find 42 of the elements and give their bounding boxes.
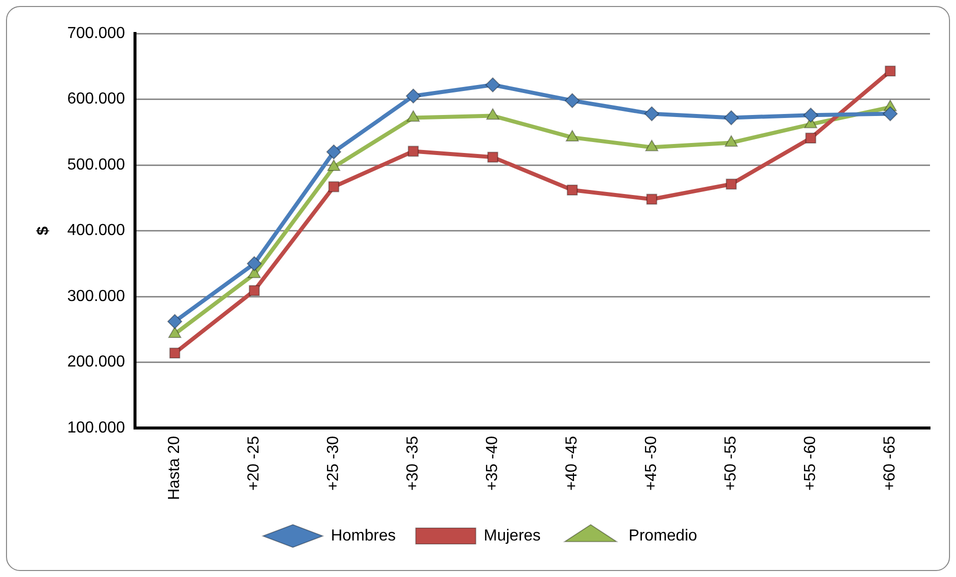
y-tick-label: 700.000	[67, 25, 126, 42]
point	[884, 66, 896, 77]
legend-label: Promedio	[628, 527, 698, 544]
point	[485, 77, 500, 92]
y-tick-label: 400.000	[67, 222, 126, 240]
point	[882, 106, 898, 122]
y-tick-label: 200.000	[67, 354, 126, 371]
point	[248, 285, 260, 296]
point	[646, 194, 658, 205]
x-tick-label: +30 -35	[404, 436, 422, 491]
point	[724, 110, 739, 126]
point	[246, 256, 262, 272]
point	[326, 144, 342, 160]
y-tick-label: 100.000	[67, 419, 126, 436]
point	[408, 146, 419, 157]
point	[566, 184, 578, 196]
x-tick-label: +40 -45	[564, 436, 581, 491]
point	[644, 106, 660, 122]
x-tick-label: +55 -60	[802, 436, 820, 491]
x-tick-label: +60 -65	[882, 436, 899, 491]
point	[805, 132, 816, 144]
y-axis-title: $	[35, 226, 52, 236]
point	[487, 152, 498, 163]
point	[169, 348, 180, 358]
x-tick-label: +20 -25	[246, 436, 263, 491]
point	[327, 160, 340, 172]
x-tick-label: +50 -55	[722, 436, 740, 491]
x-tick-label: +45 -50	[643, 436, 660, 491]
point	[328, 181, 340, 192]
point	[564, 93, 580, 108]
x-tick-label: Hasta 20	[166, 436, 184, 500]
point	[726, 178, 737, 190]
point	[167, 314, 182, 329]
y-tick-label: 500.000	[67, 156, 126, 174]
x-tick-label: +25 -30	[325, 436, 342, 491]
y-tick-label: 600.000	[67, 90, 126, 108]
x-tick-label: +35 -40	[484, 436, 502, 491]
point	[406, 88, 421, 104]
y-tick-label: 300.000	[67, 288, 126, 305]
legend-label: Mujeres	[484, 527, 541, 544]
legend-label: Hombres	[330, 527, 396, 544]
point	[803, 108, 818, 123]
